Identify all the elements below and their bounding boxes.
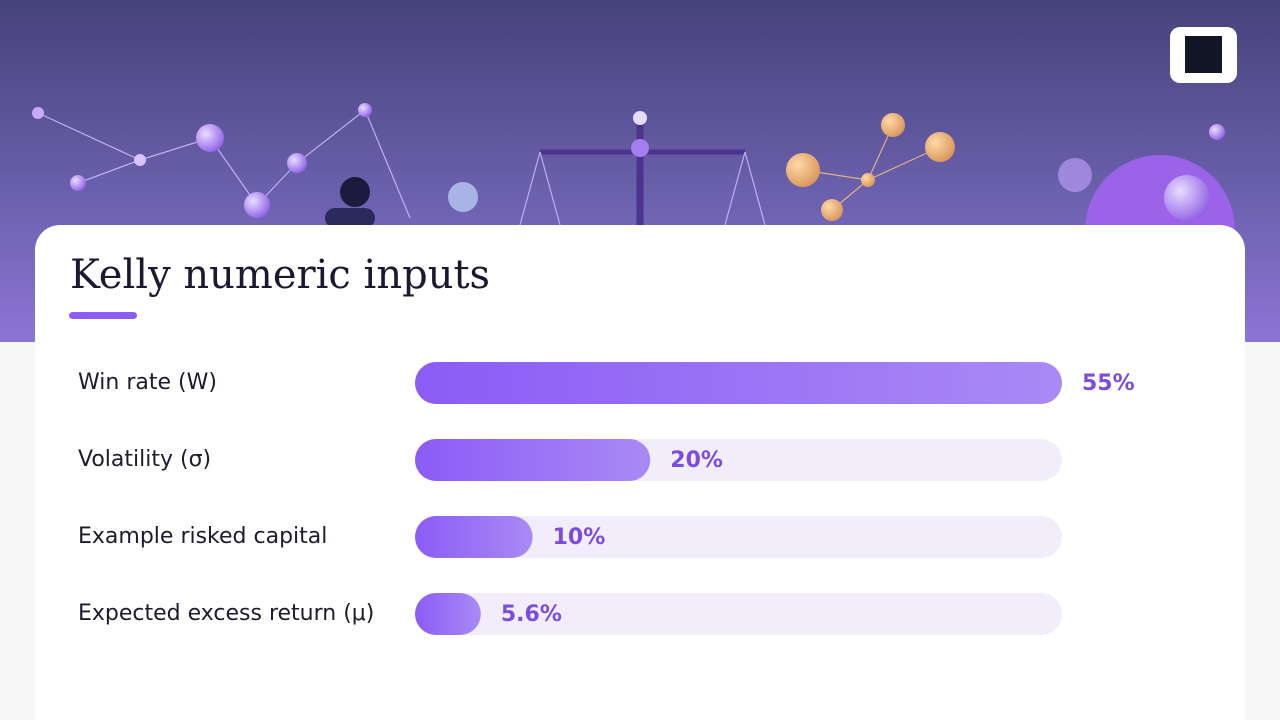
bar — [415, 362, 1062, 404]
banner-decoration — [37, 109, 941, 226]
bar-rows: Win rate (W) 55% Volatility (σ) 20% Example … — [78, 362, 1135, 635]
value-label: 5.6% — [501, 602, 562, 627]
logo-icon — [1185, 36, 1222, 73]
category-label: Volatility (σ) — [78, 447, 211, 472]
value-label: 10% — [553, 525, 606, 550]
bar-track — [415, 516, 1062, 558]
bar — [415, 439, 651, 481]
category-label: Example risked capital — [78, 524, 327, 549]
value-label: 20% — [670, 448, 723, 473]
category-label: Win rate (W) — [78, 370, 217, 395]
value-label: 55% — [1082, 371, 1135, 396]
bar — [415, 593, 481, 635]
title-underline — [69, 312, 137, 319]
chart-title: Kelly numeric inputs — [70, 252, 490, 298]
bar — [415, 516, 533, 558]
category-label: Expected excess return (μ) — [78, 601, 374, 626]
bar-track — [415, 593, 1062, 635]
